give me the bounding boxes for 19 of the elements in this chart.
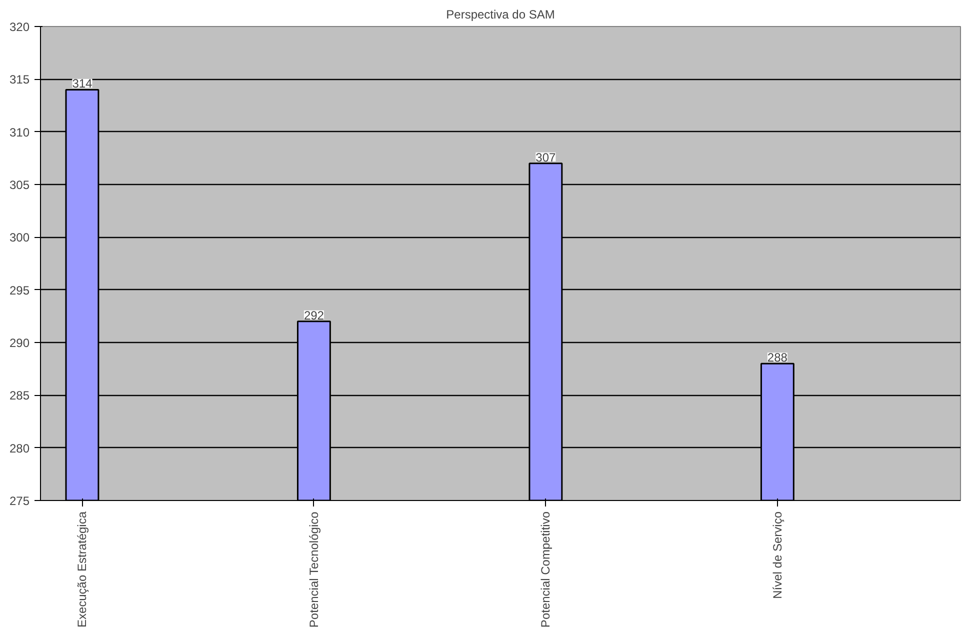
data-label: 307	[536, 150, 556, 164]
y-tick-label: 300	[9, 230, 30, 245]
x-tick-label: Potencial Tecnológico	[306, 511, 321, 628]
y-tick-label: 280	[9, 441, 30, 456]
y-tick-label: 320	[9, 20, 30, 34]
y-tick-label: 315	[9, 72, 30, 87]
chart-title: Perspectiva do SAM	[446, 8, 555, 22]
y-tick-label: 275	[9, 494, 30, 508]
data-label: 292	[304, 308, 324, 322]
y-tick-label: 290	[9, 336, 30, 350]
y-tick-label: 295	[9, 283, 30, 298]
x-tick-label: Nível de Serviço	[770, 511, 784, 599]
y-tick-label: 310	[9, 125, 30, 140]
data-label: 314	[72, 76, 93, 91]
x-tick-label: Execução Estratégica	[75, 511, 90, 628]
x-tick-label: Potencial Competitivo	[538, 511, 553, 628]
y-tick-label: 285	[9, 388, 30, 403]
y-tick-label: 305	[9, 178, 30, 192]
data-label: 288	[767, 350, 788, 365]
